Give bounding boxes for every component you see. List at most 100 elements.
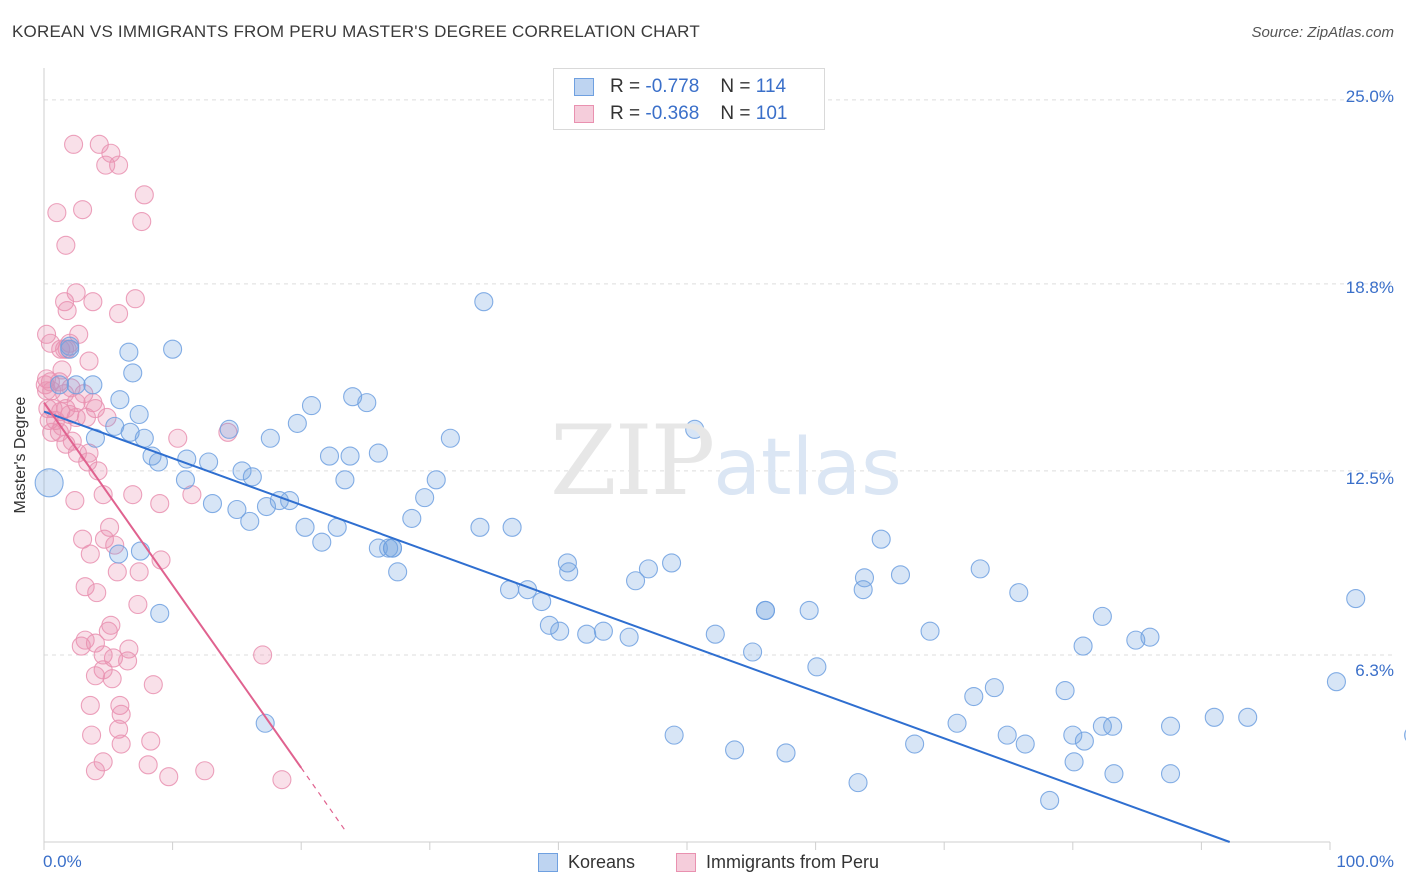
korean-point	[1238, 707, 1258, 727]
korean-point	[175, 470, 196, 490]
legend-r-value: -0.368	[645, 103, 700, 124]
korean-point	[83, 375, 103, 395]
peru-point	[82, 725, 102, 745]
legend-swatch-koreans	[574, 78, 594, 96]
peru-point	[57, 301, 77, 321]
peru-point	[143, 675, 163, 695]
bottom-legend-swatch-peru	[676, 853, 696, 872]
y-tick-label: 6.3%	[1355, 661, 1394, 680]
peru-point	[102, 669, 122, 689]
korean-point	[110, 390, 130, 410]
korean-point	[1055, 681, 1075, 701]
korean-point	[34, 468, 64, 498]
legend-swatch-peru	[574, 105, 594, 123]
peru-point	[128, 594, 148, 615]
korean-point	[743, 642, 763, 662]
korean-point	[848, 773, 868, 793]
korean-point	[287, 413, 307, 433]
korean-point	[240, 511, 260, 531]
legend-n-label: N =	[720, 103, 751, 124]
peru-trend-line	[43, 402, 303, 769]
korean-point	[619, 627, 639, 647]
peru-point	[125, 289, 145, 309]
peru-point	[83, 292, 103, 312]
peru-point	[56, 235, 76, 255]
korean-point	[130, 541, 150, 561]
korean-point	[539, 615, 559, 635]
korean-point	[1092, 606, 1112, 626]
peru-point	[73, 529, 93, 549]
korean-point	[335, 470, 355, 490]
korean-point	[150, 603, 170, 623]
bottom-legend-swatch-koreans	[538, 853, 558, 872]
korean-point	[1126, 630, 1146, 650]
peru-point	[150, 494, 170, 514]
korean-point	[947, 713, 967, 733]
korean-point	[1103, 716, 1123, 736]
korean-point	[66, 375, 86, 395]
korean-point	[202, 494, 223, 514]
korean-point	[890, 565, 911, 585]
korean-point	[1040, 790, 1060, 810]
peru-point	[94, 529, 114, 549]
peru-point	[79, 351, 99, 371]
peru-trend-line-extension	[300, 767, 346, 831]
korean-point	[626, 571, 646, 591]
korean-point	[129, 404, 149, 425]
korean-point	[550, 621, 570, 641]
korean-point	[559, 562, 579, 582]
x-tick-label-min: 0.0%	[43, 852, 82, 871]
peru-point	[64, 134, 84, 154]
peru-point	[73, 200, 93, 220]
korean-point	[368, 538, 388, 558]
korean-point	[1326, 672, 1346, 692]
korean-point	[664, 725, 684, 745]
grid-lines	[44, 99, 1395, 656]
korean-point	[1064, 752, 1084, 772]
peru-point	[159, 767, 179, 787]
peru-point	[98, 621, 118, 641]
peru-point	[42, 422, 62, 442]
y-tick-label: 25.0%	[1345, 87, 1394, 106]
korean-point	[343, 387, 363, 407]
korean-point	[776, 743, 796, 763]
korean-point	[1063, 725, 1083, 745]
x-tick-label-max: 100.0%	[1336, 852, 1394, 871]
korean-point	[984, 678, 1004, 698]
korean-point	[1160, 716, 1181, 736]
correlation-legend: R = -0.778 N = 114 R = -0.368 N = 101	[553, 68, 825, 130]
korean-point	[1160, 764, 1181, 784]
korean-point	[755, 600, 775, 620]
legend-r-value: -0.778	[645, 76, 700, 97]
legend-n-value: 114	[755, 76, 787, 97]
korean-point	[340, 446, 360, 466]
korean-point	[502, 517, 522, 537]
legend-r-label: R =	[610, 103, 641, 124]
korean-point	[119, 342, 139, 362]
peru-point	[195, 761, 215, 781]
korean-point	[905, 734, 925, 754]
korean-point	[440, 428, 460, 448]
korean-point	[1346, 589, 1366, 609]
korean-point	[295, 517, 315, 537]
peru-point	[168, 428, 188, 448]
korean-point	[123, 363, 143, 383]
peru-point	[52, 360, 72, 380]
peru-point	[87, 583, 107, 603]
peru-point	[132, 211, 152, 232]
chart-title: KOREAN VS IMMIGRANTS FROM PERU MASTER'S …	[12, 22, 700, 41]
peru-point	[80, 695, 100, 715]
korean-point	[1015, 734, 1035, 754]
source-credit: Source: ZipAtlas.com	[1251, 24, 1394, 41]
peru-point	[109, 719, 129, 739]
peru-point	[71, 636, 91, 656]
korean-point	[1204, 707, 1224, 727]
peru-point	[111, 704, 131, 724]
korean-point	[1092, 716, 1112, 736]
korean-point	[227, 499, 247, 520]
korean-point	[638, 559, 658, 579]
korean-point	[319, 446, 340, 466]
watermark: ZIPatlas	[550, 405, 902, 517]
peru-point	[40, 333, 60, 353]
peru-point	[253, 645, 273, 665]
